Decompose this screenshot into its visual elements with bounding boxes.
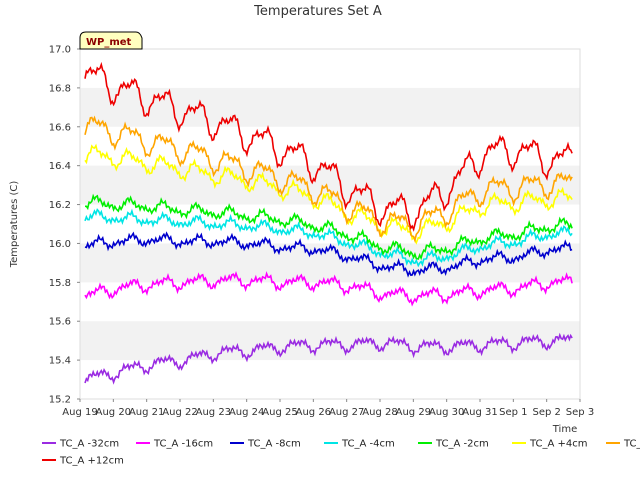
series-line-tc-a-4cm [84,208,573,268]
legend: TC_A -32cm TC_A -16cm TC_A -8cm TC_A -4cm TC… [42,439,640,467]
y-tick-label: 16.0 [49,239,71,250]
badge-label: WP_met [86,37,132,48]
series-line-tc-a-4cm [84,143,573,245]
legend-label: TC_A +8cm [623,439,640,450]
legend-label: TC_A +4cm [529,439,588,450]
x-tick-label: Aug 23 [196,407,231,418]
legend-label: TC_A -16cm [153,439,213,450]
legend-item: TC_A -2cm [418,439,489,450]
y-tick-label: 15.6 [49,317,71,328]
y-tick-label: 15.4 [49,356,71,367]
series-line-tc-a-16cm [84,270,573,307]
y-tick-label: 16.2 [49,200,71,211]
x-tick-label: Sep 2 [532,407,560,418]
legend-label: TC_A +12cm [59,456,124,467]
series-line-tc-a-12cm [84,61,573,232]
grid-band [80,243,580,283]
series-lines [84,61,573,385]
legend-item: TC_A -16cm [136,439,213,450]
legend-label: TC_A -32cm [59,439,119,450]
x-axis-label: Time [552,424,577,435]
y-tick-label: 15.8 [49,278,71,289]
y-axis-label: Temperatures (C) [9,181,20,269]
x-tick-label: Aug 20 [96,407,131,418]
plot-area [79,48,581,400]
x-tick-label: Sep 1 [499,407,527,418]
y-tick-label: 16.6 [49,122,71,133]
legend-item: TC_A +12cm [42,456,124,467]
plot-bands [80,87,580,361]
x-tick-label: Aug 25 [262,407,297,418]
x-tick-label: Sep 3 [566,407,594,418]
x-tick-label: Aug 24 [229,407,264,418]
series-line-tc-a-8cm [84,115,573,244]
series-line-tc-a-2cm [85,193,573,261]
y-axis-ticks: 15.2 15.4 15.6 15.8 16.0 16.2 16.4 16.6 16.8 17.0 [49,45,80,406]
x-tick-label: Aug 22 [162,407,197,418]
chart-title: Temperatures Set A [253,4,382,19]
series-line-tc-a-32cm [84,332,573,385]
badge-shape [79,31,143,50]
x-tick-label: Aug 26 [296,407,331,418]
x-tick-label: Aug 29 [396,407,431,418]
y-tick-label: 17.0 [49,45,71,56]
x-tick-label: Aug 30 [429,407,464,418]
x-tick-label: Aug 28 [362,407,397,418]
series-line-tc-a-8cm [84,231,573,278]
wp-met-badge: WP_met [79,31,143,50]
legend-item: TC_A +4cm [512,439,588,450]
y-tick-label: 16.8 [49,83,71,94]
legend-item: TC_A -4cm [324,439,395,450]
x-tick-label: Aug 19 [62,407,97,418]
legend-item: TC_A +8cm [606,439,640,450]
legend-label: TC_A -2cm [435,439,489,450]
x-tick-label: Aug 27 [329,407,364,418]
legend-label: TC_A -8cm [247,439,301,450]
x-tick-label: Aug 21 [129,407,164,418]
legend-item: TC_A -32cm [42,439,119,450]
y-tick-label: 16.4 [49,161,71,172]
grid-band [80,87,580,127]
legend-item: TC_A -8cm [230,439,301,450]
x-tick-label: Aug 31 [462,407,497,418]
y-tick-label: 15.2 [49,395,71,406]
legend-label: TC_A -4cm [341,439,395,450]
